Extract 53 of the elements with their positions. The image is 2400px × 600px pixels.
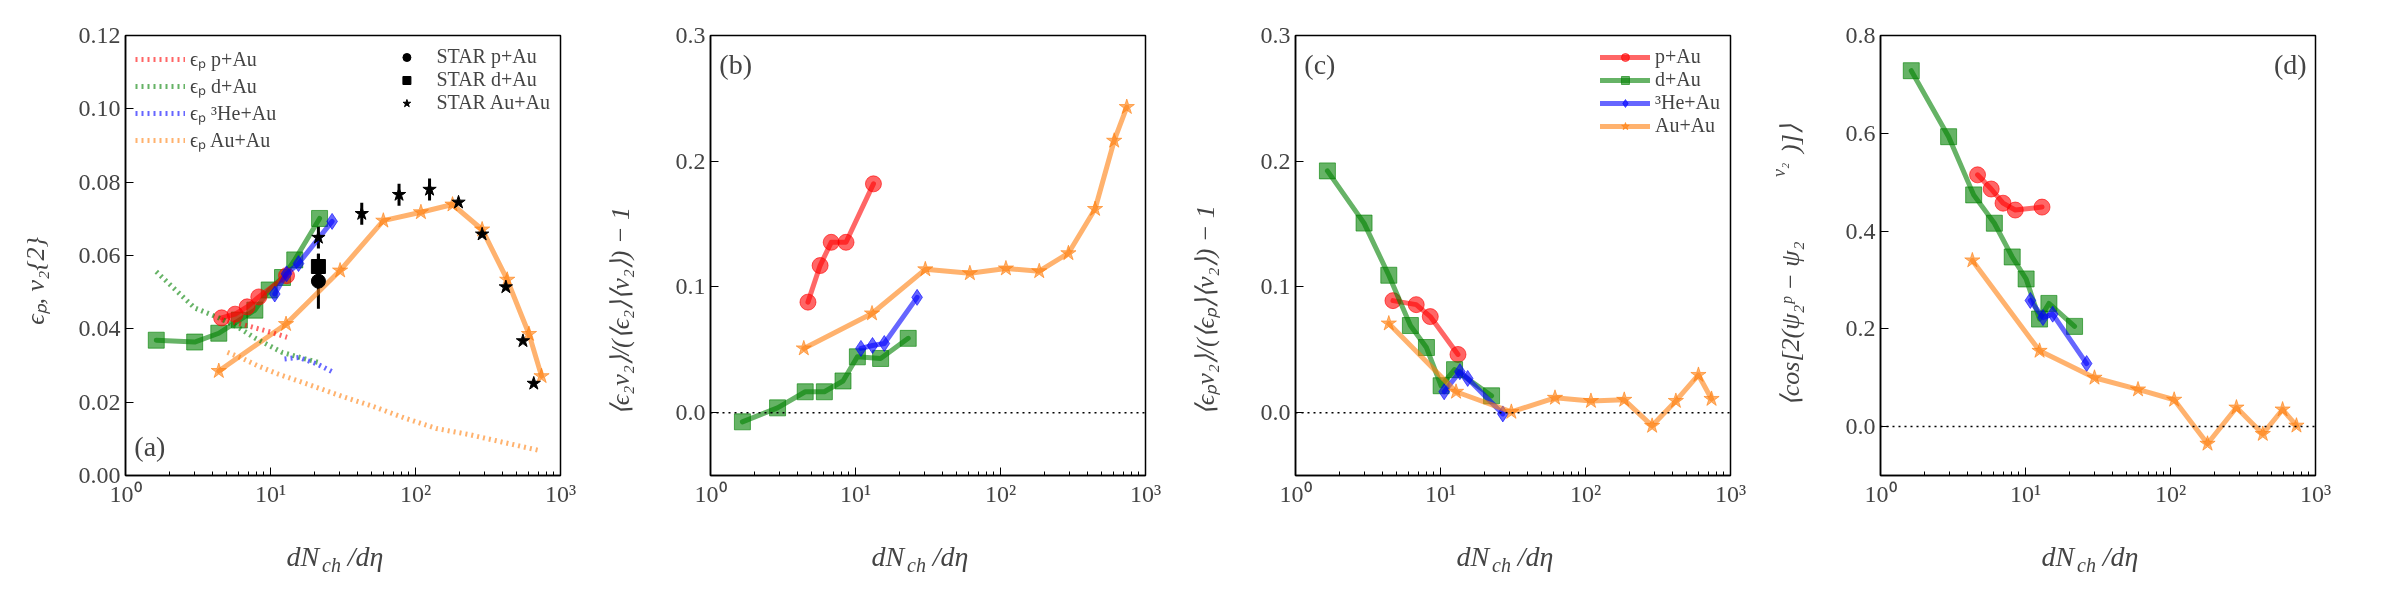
annotation: (b) [719, 48, 752, 80]
y-tick-label: 0.2 [1260, 147, 1291, 174]
x-tick-label: 10² [1569, 480, 1602, 507]
y-tick-label: 0.4 [1845, 217, 1876, 244]
legend-label: p+Au [1654, 45, 1701, 68]
y-tick-label: 0.0 [675, 399, 706, 426]
legend-label: ϵₚ ³He+Au [190, 101, 277, 126]
legend-label: ϵₚ Au+Au [190, 128, 271, 153]
y-tick-label: 0.04 [78, 315, 121, 342]
y-axis-title: ϵₚ, v₂{2} [21, 236, 51, 325]
x-tick-label: 10³ [544, 480, 577, 507]
x-tick-label: 10³ [1129, 480, 1162, 507]
x-tick-label: 10⁰ [694, 480, 727, 507]
y-tick-label: 0.6 [1845, 119, 1876, 146]
annotation: (a) [134, 431, 166, 463]
x-tick-label: 10¹ [254, 480, 287, 507]
annotation: (c) [1304, 48, 1336, 80]
legend-label: STAR p+Au [436, 45, 537, 68]
legend-label: STAR d+Au [436, 68, 537, 91]
y-tick-label: 0.1 [675, 273, 706, 300]
x-tick-label: 10³ [1714, 480, 1747, 507]
legend-label: Au+Au [1654, 114, 1716, 137]
y-tick-label: 0.3 [675, 22, 706, 48]
legend-label: d+Au [1654, 68, 1701, 91]
x-tick-label: 10³ [2299, 480, 2332, 507]
y-tick-label: 0.1 [1260, 273, 1291, 300]
legend-label: STAR Au+Au [436, 91, 550, 114]
y-tick-label: 0.3 [1260, 22, 1291, 48]
x-tick-label: 10¹ [2009, 480, 2042, 507]
legend-label: ϵₚ d+Au [190, 74, 257, 99]
x-tick-label: 10² [2154, 480, 2187, 507]
x-tick-label: 10² [399, 480, 432, 507]
legend-label: ϵₚ p+Au [190, 47, 257, 72]
y-tick-label: 0.2 [675, 147, 706, 174]
y-tick-label: 0.08 [78, 168, 121, 195]
y-tick-label: 0.06 [78, 242, 121, 268]
y-tick-label: 0.2 [1845, 315, 1876, 342]
x-tick-label: 10⁰ [1279, 480, 1312, 507]
x-tick-label: 10¹ [1424, 480, 1457, 507]
y-tick-label: 0.12 [78, 22, 121, 48]
y-tick-label: 0.10 [78, 95, 121, 122]
y-tick-label: 0.8 [1845, 22, 1876, 48]
y-axis-title: ⟨ϵₚv₂⟩/(⟨ϵₚ⟩⟨v₂⟩) − 1 [1191, 205, 1221, 416]
annotation: (d) [2274, 48, 2307, 80]
y-axis-title: ⟨ϵ₂v₂⟩/(⟨ϵ₂⟩⟨v₂⟩) − 1 [606, 207, 635, 416]
x-tick-label: 10⁰ [1864, 480, 1897, 507]
x-tick-label: 10² [984, 480, 1017, 507]
text: ⟨cos[2(ψ₂ᵖ − ψ₂v₂)]⟩ [1768, 124, 1805, 407]
y-tick-label: 0.0 [1260, 399, 1291, 426]
y-tick-label: 0.02 [78, 388, 121, 415]
y-tick-label: 0.0 [1845, 413, 1876, 440]
x-tick-label: 10¹ [839, 480, 872, 507]
legend-label: ³He+Au [1654, 91, 1720, 114]
